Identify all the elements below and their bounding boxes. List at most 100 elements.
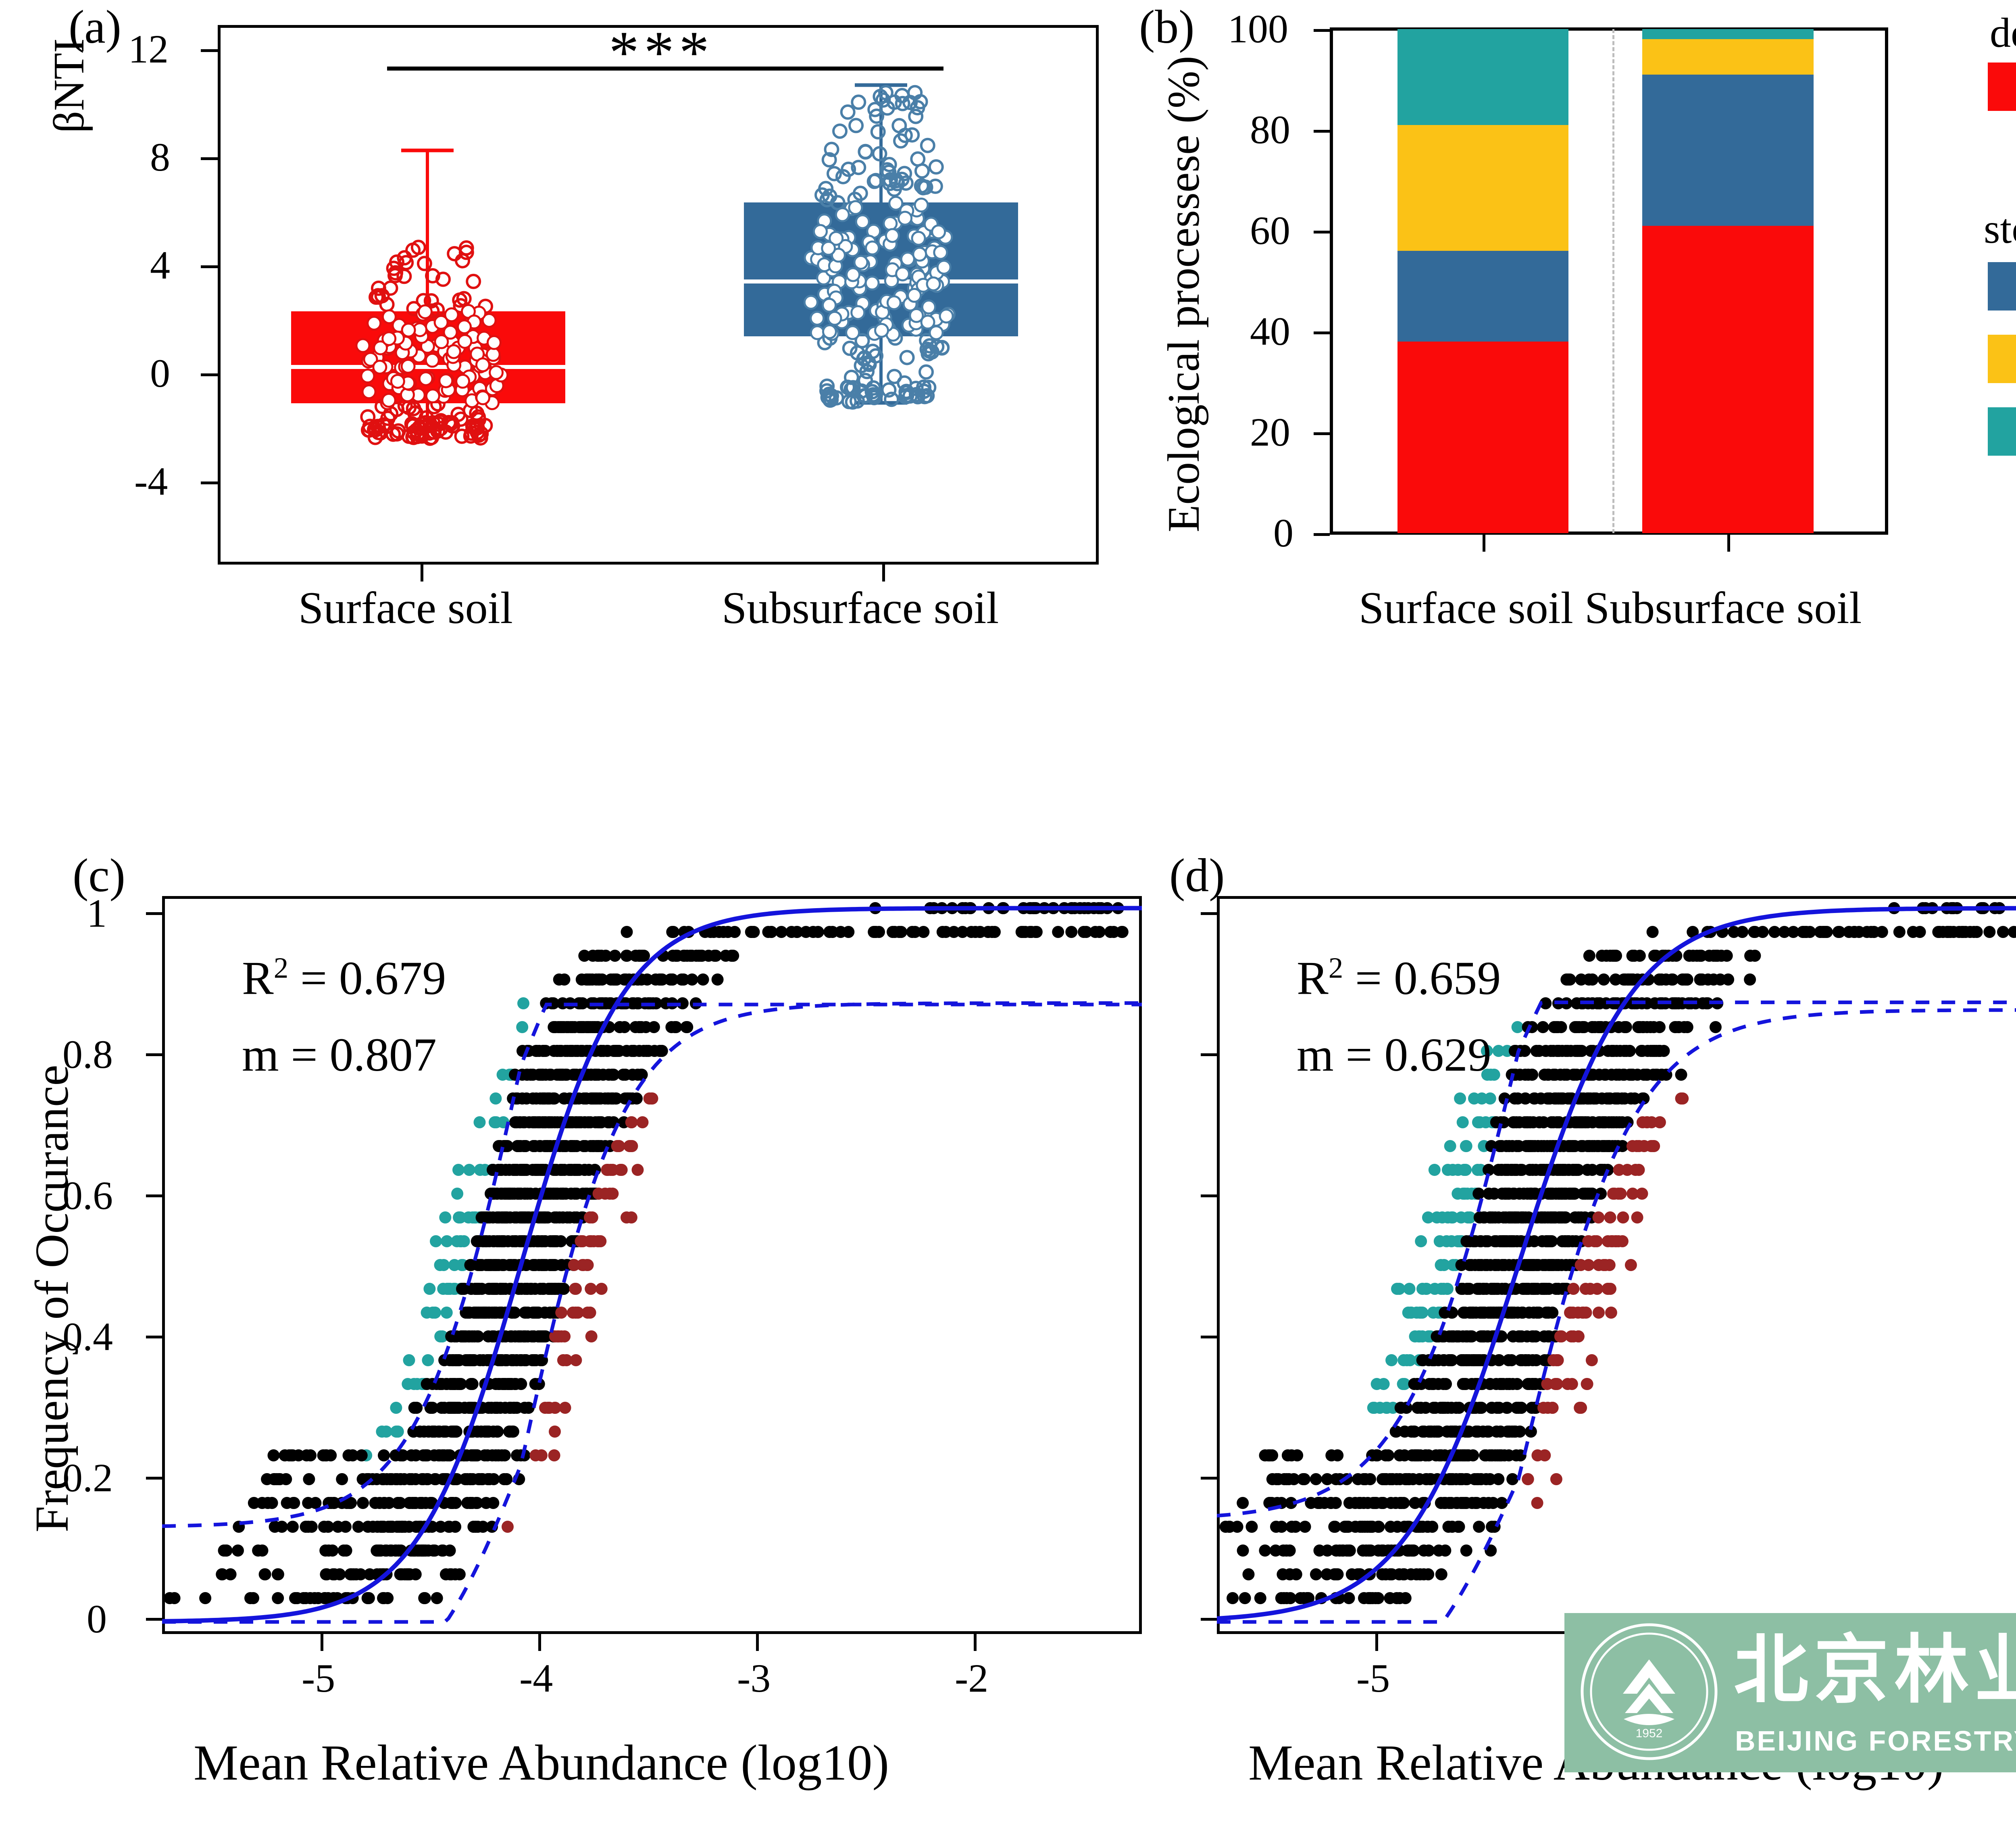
panel-a-xtick-surface: Surface soil [298,583,513,633]
scatter-point [523,1116,535,1128]
scatter-point [1526,1069,1538,1081]
scatter-point [917,926,930,938]
scatter-point [1475,1473,1487,1485]
scatter-point [1552,1259,1565,1271]
scatter-point [1379,1568,1392,1580]
legend-swatch-heterogeneous-selection[interactable] [1988,63,2016,111]
scatter-point [635,1069,648,1081]
scatter-point [502,1521,514,1533]
scatter-point [812,926,824,938]
jitter-point [920,315,935,330]
scatter-point [1414,1449,1427,1461]
scatter-point [514,1235,526,1247]
scatter-point [711,973,724,986]
scatter-point [1442,1521,1455,1533]
jitter-point [827,166,842,181]
scatter-point [1314,1497,1326,1509]
scatter-point [1487,1497,1499,1509]
panel-c-ytick-0.2: 0.2 [62,1455,113,1500]
panel-a-ytick-mark-0 [201,373,218,376]
bar-surface-undominated [1397,29,1568,125]
panel-a-xtick-mark-surface [421,565,423,582]
jitter-point [883,216,898,231]
scatter-point [697,973,709,986]
panel-b-y-axis-label: Ecological processese (%) [1159,56,1209,532]
scatter-point [501,1140,514,1152]
panel-c-ytick-1: 1 [87,891,107,936]
jitter-point [386,261,402,276]
scatter-point [1625,1092,1637,1105]
legend-swatch-undominated[interactable] [1988,407,2016,456]
scatter-point [1694,973,1707,986]
scatter-point [1592,1211,1605,1223]
jitter-point [423,293,439,308]
scatter-point [1389,1426,1402,1438]
jitter-point [899,350,915,365]
scatter-point [1321,1473,1333,1485]
scatter-point [1566,1140,1579,1152]
panel-c-stat-r2: R2 = 0.679 [242,944,446,1013]
scatter-point [1666,973,1679,986]
scatter-point [539,1402,551,1414]
scatter-point [291,1592,304,1604]
scatter-point [1492,1045,1505,1057]
scatter-point [256,1497,269,1509]
jitter-point [898,211,913,226]
scatter-point [606,1164,619,1176]
scatter-point [1586,973,1599,986]
panel-c-ytick-mark-0.4 [146,1336,162,1338]
scatter-point [509,1116,521,1128]
scatter-point [440,1307,453,1319]
panel-c-xtick-mark--4 [538,1634,541,1651]
scatter-point [765,926,778,938]
scatter-point [525,1283,538,1295]
scatter-point [603,1116,615,1128]
panel-c-lower-band [162,1001,1142,1624]
scatter-point [484,1259,496,1271]
legend-swatch-homogenizing-dispersal[interactable] [1988,335,2016,383]
scatter-point [469,1307,482,1319]
scatter-point [378,1449,390,1461]
jitter-point [463,428,479,444]
jitter-point [457,334,473,349]
jitter-point [418,371,433,386]
scatter-point [556,1188,569,1200]
scatter-point [1441,1426,1454,1438]
scatter-point [1656,1069,1668,1081]
panel-d-scatter-canvas [1217,902,2016,1624]
scatter-point [548,1259,560,1271]
scatter-point [1768,926,1781,938]
scatter-point [590,973,602,986]
scatter-point [1365,1521,1377,1533]
jitter-point [810,311,825,326]
scatter-point [1595,1164,1608,1176]
scatter-point [1289,1521,1302,1533]
scatter-point [1452,1235,1464,1247]
scatter-point [2008,926,2016,938]
scatter-point [437,1259,450,1271]
jitter-point [852,186,868,201]
jitter-point [363,352,378,367]
jitter-point [869,108,885,124]
scatter-point [429,1307,441,1319]
jitter-point [858,144,873,159]
scatter-point [591,950,604,962]
scatter-point [1414,1568,1426,1580]
scatter-point [364,1568,376,1580]
legend-swatch-dispersal-limitation[interactable] [1988,262,2016,311]
scatter-point [1591,1283,1604,1295]
scatter-point [1675,1092,1687,1105]
scatter-point [1500,1402,1513,1414]
scatter-point [1439,1402,1451,1414]
scatter-point [1820,926,1833,938]
scatter-point [216,1568,228,1580]
scatter-point [442,1283,455,1295]
scatter-point [348,1568,360,1580]
scatter-point [1510,1164,1522,1176]
scatter-point [444,1354,456,1366]
scatter-point [1551,1116,1564,1128]
scatter-point [487,1188,499,1200]
panel-b-ytick-mark-100 [1314,29,1330,32]
scatter-point [1544,1188,1557,1200]
scatter-point [1543,1092,1556,1105]
